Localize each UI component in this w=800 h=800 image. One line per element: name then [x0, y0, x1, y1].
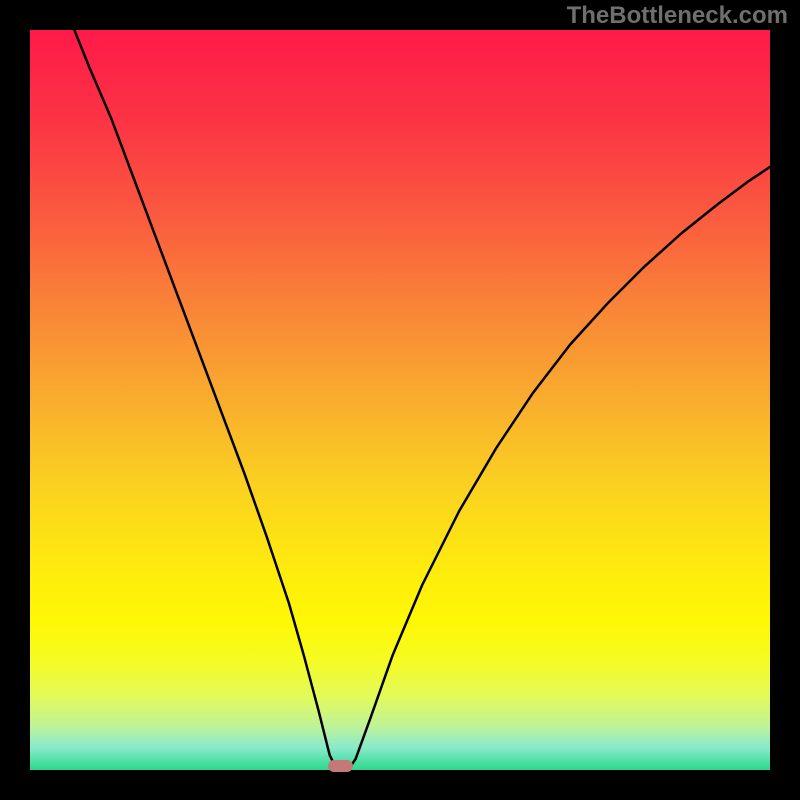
- minimum-marker: [328, 760, 353, 772]
- plot-area: [30, 30, 770, 770]
- watermark-text: TheBottleneck.com: [567, 2, 788, 30]
- bottleneck-curve: [30, 30, 770, 770]
- chart-container: TheBottleneck.com: [0, 0, 800, 800]
